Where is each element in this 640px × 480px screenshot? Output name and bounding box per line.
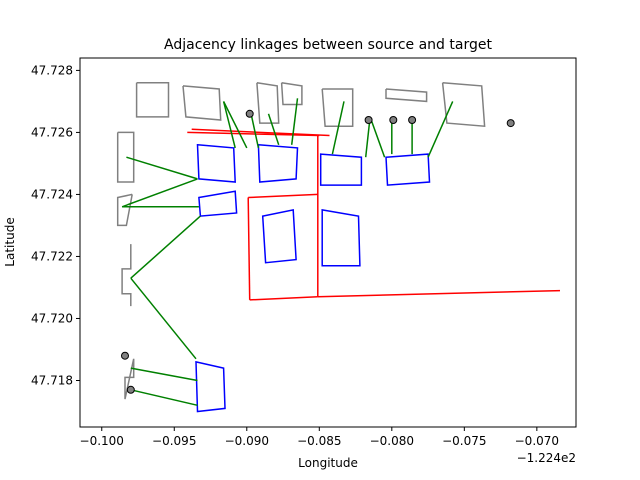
source-polygon-2	[182, 85, 222, 121]
link-line-1	[126, 156, 198, 180]
source-polygon-7	[441, 82, 486, 128]
y-tick-label: 47.728	[31, 63, 73, 77]
link-line-16	[130, 277, 197, 360]
y-axis-label: Latitude	[3, 217, 17, 266]
source-polygon-9	[116, 193, 133, 227]
source-polygon-10	[121, 244, 132, 307]
target-polygon-8	[195, 360, 226, 413]
source-polygon-3	[256, 82, 280, 124]
source-polygon-layer	[116, 82, 486, 400]
road-line-6	[249, 296, 318, 301]
x-tick-label: −0.085	[297, 434, 341, 448]
x-tick-label: −0.070	[515, 434, 559, 448]
x-tick-label: −0.095	[152, 434, 196, 448]
x-axis-label: Longitude	[298, 456, 358, 470]
link-line-5	[222, 101, 236, 149]
target-polygon-7	[321, 209, 361, 267]
source-polygon-8	[116, 131, 135, 183]
point-layer	[121, 109, 515, 394]
source-point-2	[364, 116, 373, 124]
source-point-5	[506, 119, 515, 128]
link-line-17	[130, 367, 198, 382]
link-layer	[121, 98, 454, 407]
plot-background	[80, 58, 576, 427]
target-polygon-5	[198, 190, 238, 217]
target-polygon-1	[196, 143, 236, 183]
link-line-15	[130, 215, 201, 279]
link-line-2	[121, 178, 198, 208]
road-line-1	[187, 131, 320, 137]
link-line-9	[331, 101, 345, 155]
y-tick-label: 47.724	[31, 187, 73, 201]
link-line-6	[250, 113, 260, 149]
road-line-2	[191, 128, 330, 137]
target-polygon-2	[257, 143, 299, 183]
source-point-3	[389, 116, 398, 124]
y-tick-label: 47.720	[31, 311, 73, 325]
y-tick-label: 47.722	[31, 249, 73, 263]
road-line-5	[247, 197, 251, 300]
source-polygon-1	[135, 82, 170, 118]
target-polygon-3	[319, 153, 363, 186]
x-tick-label: −0.080	[370, 434, 414, 448]
source-polygon-11	[124, 358, 135, 400]
link-line-10	[369, 116, 386, 158]
link-line-18	[130, 389, 198, 407]
plot-frame	[79, 57, 577, 428]
y-tick-label: 47.726	[31, 125, 73, 139]
x-axis: −0.100 −0.095 −0.090 −0.085 −0.080 −0.075 −0.0…	[80, 427, 559, 448]
chart-title: Adjacency linkages between source and ta…	[164, 37, 492, 53]
road-line-4	[248, 193, 318, 199]
road-line-7	[317, 289, 561, 298]
road-layer	[187, 128, 561, 301]
source-point-6	[121, 351, 129, 360]
x-tick-label: −0.075	[442, 434, 486, 448]
x-offset-label: −1.224e2	[517, 451, 576, 465]
target-polygon-layer	[195, 143, 431, 413]
link-line-4	[222, 101, 248, 149]
link-line-7	[267, 113, 280, 146]
link-line-8	[290, 98, 299, 145]
x-tick-label: −0.100	[80, 434, 124, 448]
source-polygon-6	[385, 88, 428, 103]
source-polygon-5	[321, 88, 354, 127]
target-polygon-4	[385, 153, 431, 186]
source-polygon-4	[280, 82, 303, 106]
y-tick-label: 47.718	[31, 373, 73, 387]
source-point-4	[408, 116, 417, 124]
y-axis: 47.718 47.720 47.722 47.724 47.726 47.728	[31, 63, 80, 387]
link-line-14	[427, 101, 454, 158]
source-point-7	[126, 385, 135, 394]
x-tick-label: −0.090	[225, 434, 269, 448]
source-point-1	[245, 109, 254, 118]
plot-area	[80, 58, 576, 427]
target-polygon-6	[261, 208, 297, 264]
